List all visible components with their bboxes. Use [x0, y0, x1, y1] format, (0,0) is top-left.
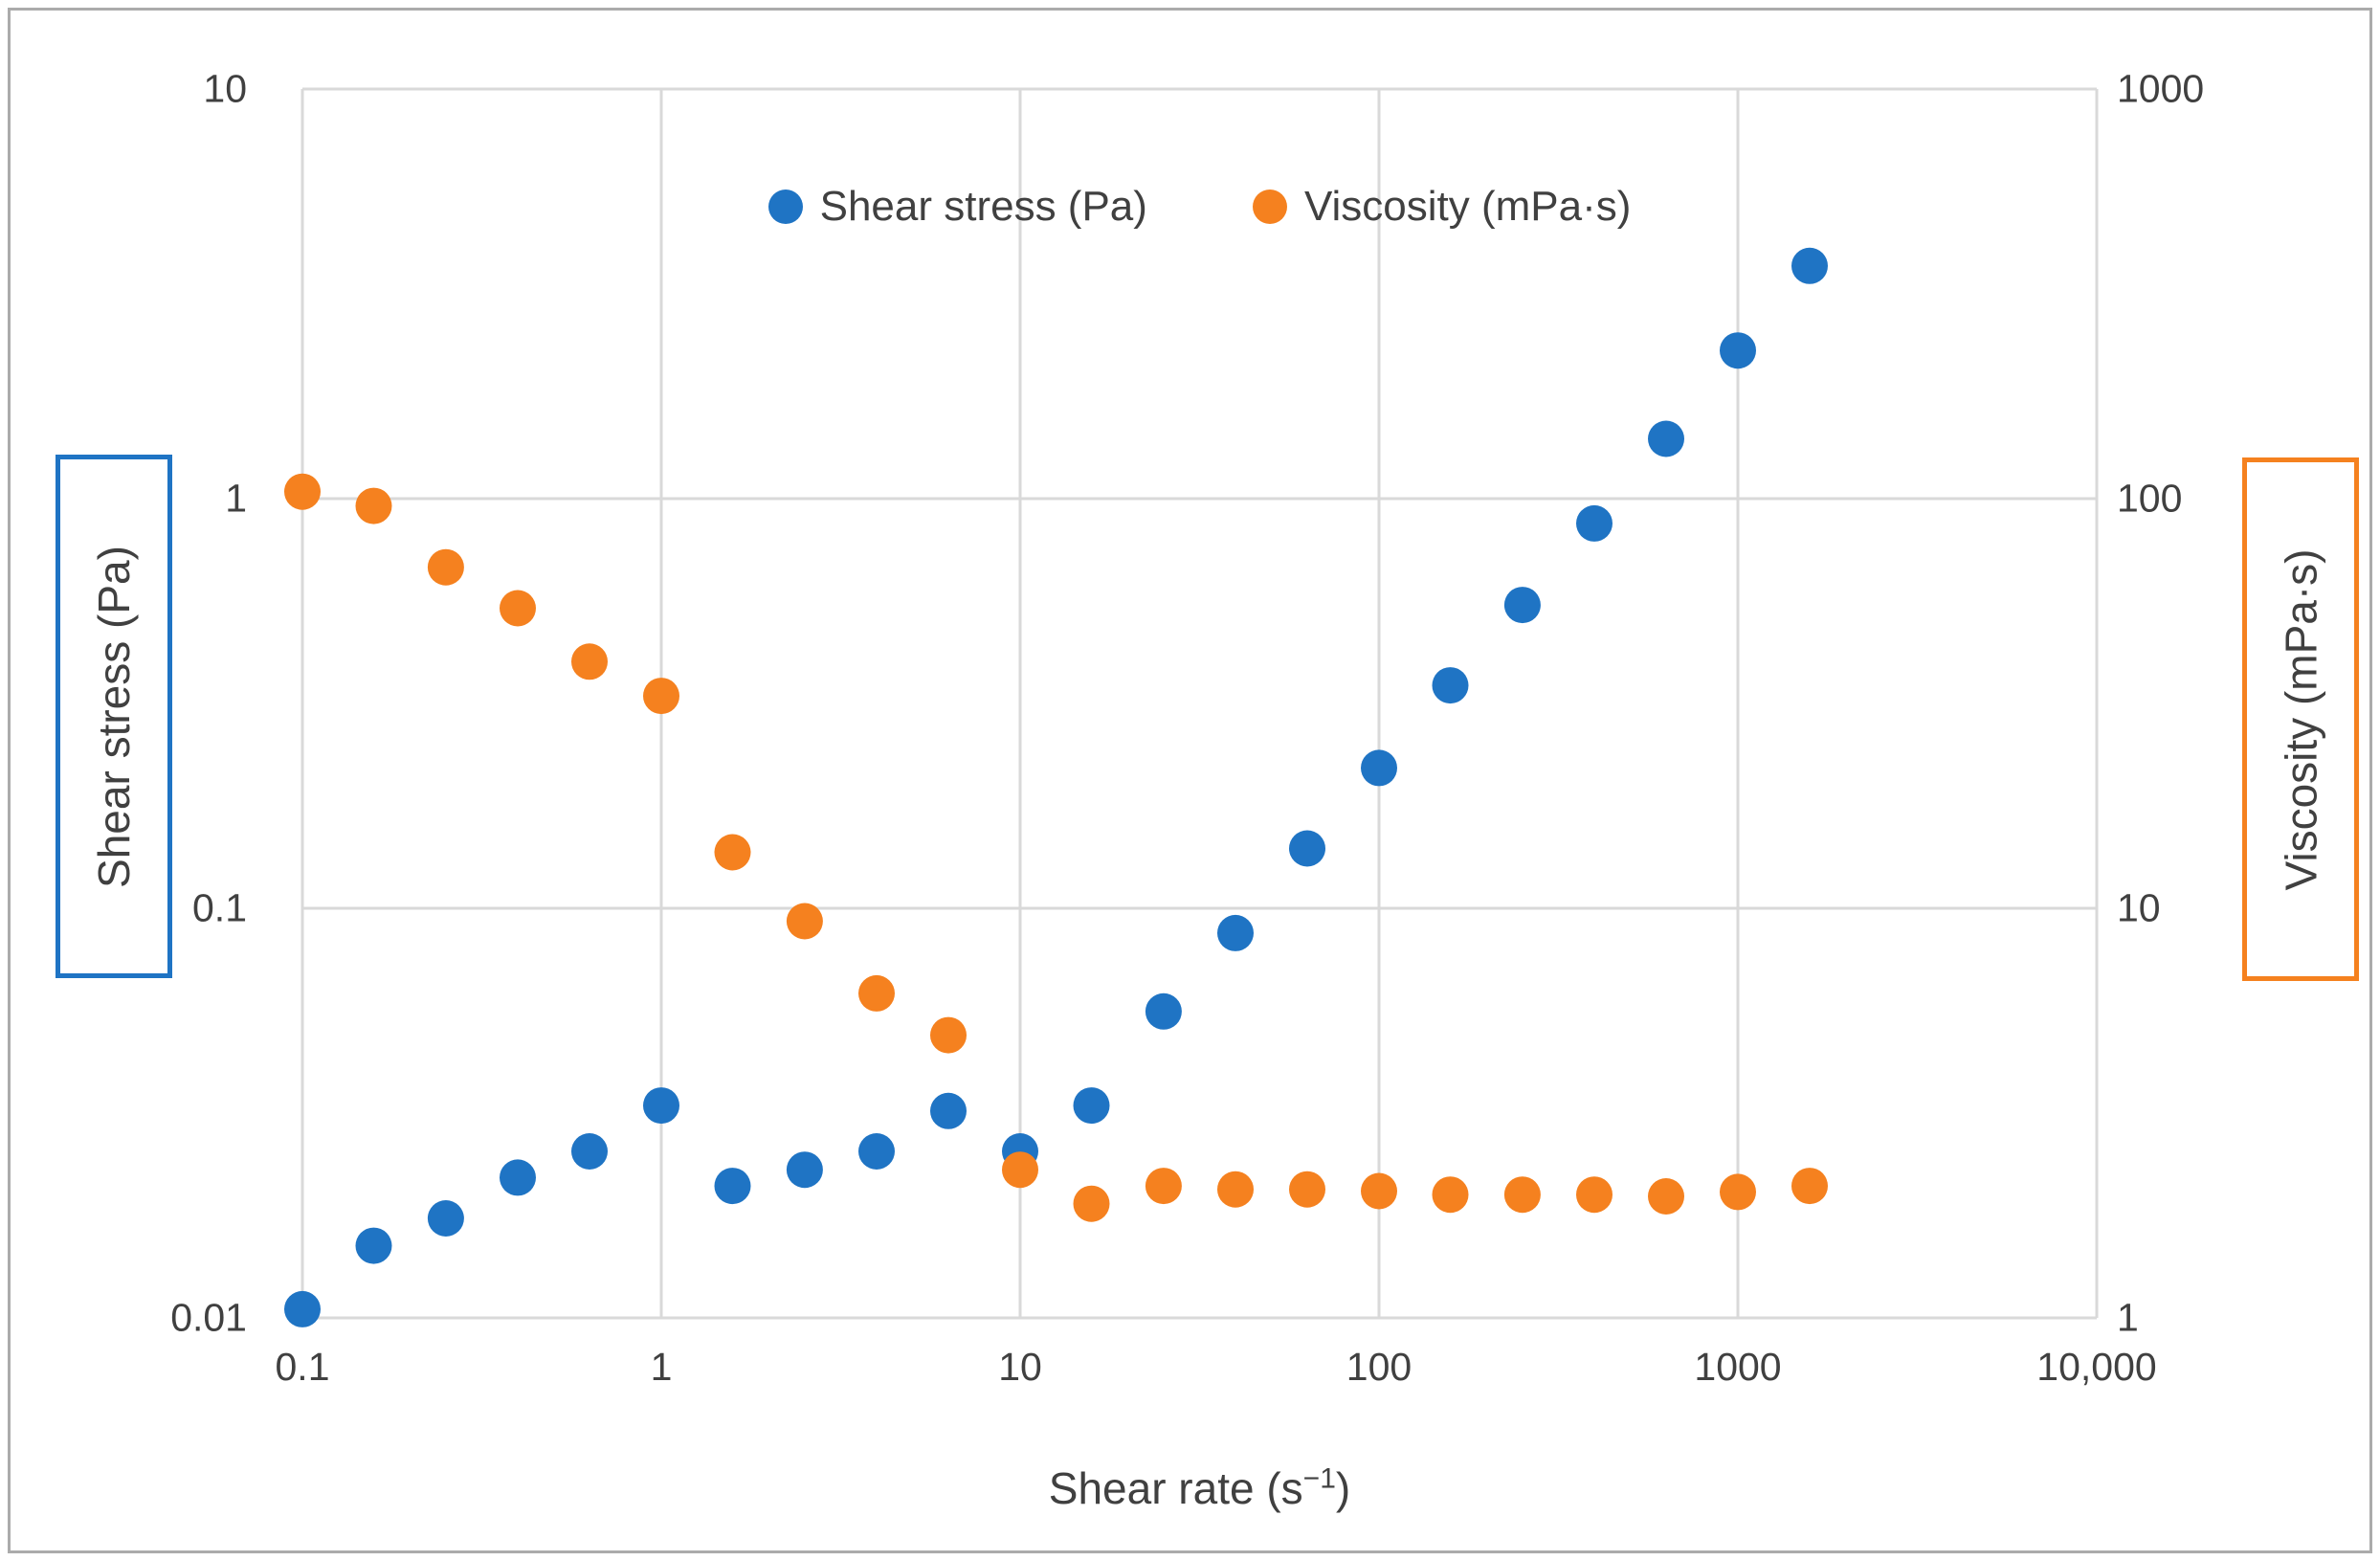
data-point: [500, 590, 536, 627]
data-point: [1648, 1178, 1684, 1215]
data-point: [930, 1092, 967, 1129]
data-point: [858, 1133, 895, 1170]
data-point: [1791, 247, 1828, 284]
x-tick-label: 1000: [1694, 1345, 1782, 1389]
data-point: [786, 903, 823, 940]
right-axis-title: Viscosity (mPa·s): [2276, 548, 2326, 890]
data-point: [714, 834, 751, 871]
data-point: [1289, 1171, 1325, 1208]
data-point: [1361, 1172, 1397, 1210]
data-point: [1217, 1171, 1254, 1208]
data-point: [1432, 667, 1469, 704]
data-point: [1361, 749, 1397, 787]
data-point: [1648, 420, 1684, 457]
data-point: [1217, 914, 1254, 951]
data-point: [427, 548, 464, 586]
data-point: [571, 643, 608, 680]
x-tick-label: 10,000: [2036, 1345, 2157, 1389]
data-point: [1720, 1173, 1756, 1211]
left-tick-label: 10: [203, 66, 247, 111]
data-point: [571, 1133, 608, 1170]
data-point: [1503, 1176, 1541, 1214]
x-tick-label: 10: [998, 1345, 1042, 1389]
right-tick-label: 10: [2117, 885, 2161, 930]
data-point: [500, 1159, 536, 1196]
data-point: [1576, 1176, 1613, 1214]
right-axis-title-box: Viscosity (mPa·s): [2242, 457, 2359, 981]
right-tick-label: 100: [2117, 476, 2183, 521]
data-point: [858, 974, 895, 1012]
data-point: [1073, 1185, 1110, 1222]
data-point: [930, 1016, 967, 1054]
data-point: [1432, 1176, 1469, 1214]
x-tick-label: 0.1: [275, 1345, 330, 1389]
data-point: [1576, 504, 1613, 542]
left-tick-label: 1: [225, 476, 247, 521]
data-point: [1791, 1168, 1828, 1205]
data-point: [1145, 992, 1182, 1030]
data-point: [355, 487, 392, 524]
legend-label-shear-stress: Shear stress (Pa): [819, 183, 1147, 230]
data-point: [1002, 1151, 1038, 1189]
data-point: [643, 1087, 679, 1125]
data-point: [786, 1151, 823, 1189]
legend-item-viscosity: Viscosity (mPa·s): [1252, 183, 1632, 231]
data-point: [643, 678, 679, 715]
data-point: [1720, 332, 1756, 369]
shear-stress-marker-icon: [767, 190, 803, 224]
x-axis-title: Shear rate (s−1): [1048, 1462, 1351, 1513]
legend-item-shear-stress: Shear stress (Pa): [767, 183, 1147, 231]
viscosity-marker-icon: [1252, 190, 1287, 224]
data-point: [1145, 1168, 1182, 1205]
data-point: [714, 1168, 751, 1205]
x-tick-label: 1: [650, 1345, 673, 1389]
data-point: [1289, 830, 1325, 867]
legend-label-viscosity: Viscosity (mPa·s): [1303, 183, 1632, 230]
data-point: [284, 473, 321, 510]
data-point: [1073, 1087, 1110, 1125]
left-axis-title-box: Shear stress (Pa): [56, 455, 172, 978]
data-point: [427, 1200, 464, 1237]
right-tick-label: 1000: [2117, 66, 2205, 111]
legend: Shear stress (Pa) Viscosity (mPa·s): [302, 178, 2097, 235]
data-point: [355, 1227, 392, 1264]
data-point: [284, 1290, 321, 1327]
data-point: [1503, 587, 1541, 624]
left-tick-label: 0.1: [192, 885, 247, 930]
x-tick-label: 100: [1346, 1345, 1412, 1389]
left-tick-label: 0.01: [170, 1295, 247, 1340]
right-tick-label: 1: [2117, 1295, 2139, 1340]
left-axis-title: Shear stress (Pa): [89, 545, 139, 888]
